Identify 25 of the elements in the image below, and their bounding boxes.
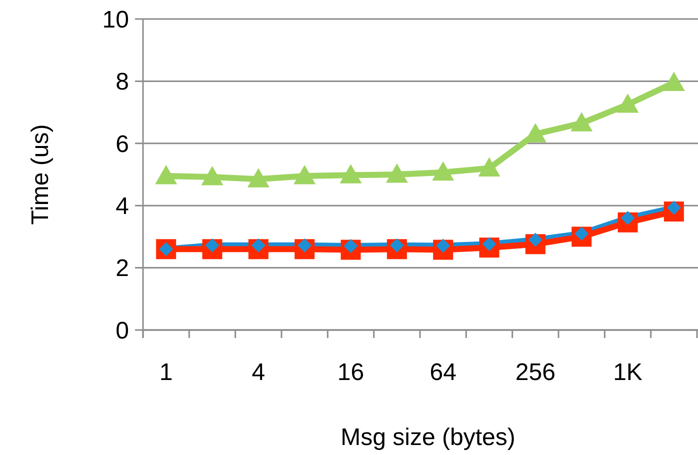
point bbox=[432, 161, 454, 181]
y-tick-label: 2 bbox=[116, 255, 129, 282]
point bbox=[294, 165, 316, 184]
x-tick-label: 1 bbox=[159, 359, 173, 386]
x-axis-title: Msg size (bytes) bbox=[340, 424, 516, 451]
y-tick-label: 10 bbox=[102, 6, 129, 34]
point bbox=[616, 94, 639, 113]
x-tick-label: 1K bbox=[613, 359, 642, 386]
point bbox=[201, 166, 224, 186]
x-tick-label: 4 bbox=[252, 359, 266, 386]
y-tick-label: 0 bbox=[116, 317, 129, 344]
point bbox=[155, 165, 178, 184]
x-tick-label: 64 bbox=[430, 359, 456, 386]
y-tick-label: 4 bbox=[116, 193, 129, 220]
point bbox=[570, 112, 593, 132]
point bbox=[340, 164, 362, 184]
point bbox=[247, 168, 270, 188]
y-axis-title: Time (us) bbox=[27, 124, 54, 225]
y-tick-label: 6 bbox=[116, 130, 129, 158]
point bbox=[386, 164, 408, 183]
x-tick-label: 256 bbox=[515, 359, 556, 386]
x-tick-label: 16 bbox=[337, 359, 364, 386]
y-tick-label: 8 bbox=[116, 68, 129, 96]
point bbox=[478, 157, 500, 177]
point bbox=[662, 72, 685, 92]
